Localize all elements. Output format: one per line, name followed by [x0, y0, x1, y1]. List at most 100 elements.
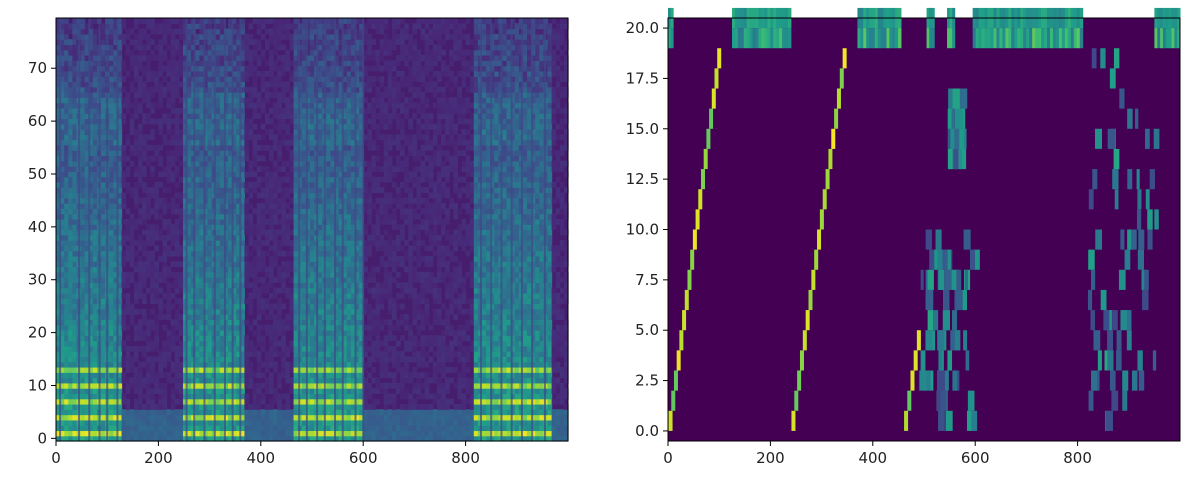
left-heatmap-cell [133, 356, 139, 363]
left-heatmap-cell [72, 23, 78, 30]
left-heatmap-cell [68, 303, 73, 310]
left-heatmap-cell [84, 250, 90, 257]
left-heatmap-cell [142, 414, 147, 421]
left-heatmap-cell [326, 49, 332, 56]
left-heatmap-cell [129, 314, 135, 320]
left-heatmap-cell [232, 351, 237, 357]
left-heatmap-cell [248, 181, 254, 188]
left-heatmap-cell [195, 39, 200, 46]
left-heatmap-cell [60, 282, 65, 289]
left-heatmap-cell [289, 435, 295, 442]
left-heatmap-cell [88, 382, 94, 389]
left-heatmap-cell [240, 203, 246, 209]
left-heatmap-cell [125, 356, 131, 363]
left-heatmap-cell [252, 181, 258, 188]
left-heatmap-cell [129, 435, 135, 442]
left-heatmap-cell [101, 39, 106, 46]
left-heatmap-cell [121, 197, 127, 204]
left-heatmap-cell [125, 335, 131, 342]
left-heatmap-cell [142, 419, 147, 426]
left-heatmap-cell [334, 23, 340, 30]
left-heatmap-cell [166, 271, 172, 278]
left-heatmap-cell [232, 335, 237, 342]
left-heatmap-cell [203, 287, 209, 294]
left-heatmap-cell [330, 282, 336, 289]
left-heatmap-cell [182, 314, 188, 320]
left-heatmap-cell [326, 160, 332, 167]
left-heatmap-cell [232, 435, 237, 442]
left-heatmap-cell [146, 102, 151, 109]
left-heatmap-cell [80, 18, 86, 24]
left-heatmap-cell [309, 60, 315, 67]
left-heatmap-cell [244, 118, 250, 125]
left-heatmap-cell [252, 398, 258, 405]
left-heatmap-cell [174, 335, 180, 342]
left-heatmap-cell [244, 33, 250, 40]
left-heatmap-cell [154, 277, 159, 283]
left-heatmap-cell [195, 18, 200, 24]
left-heatmap-cell [223, 28, 229, 35]
left-heatmap-cell [72, 139, 78, 146]
left-heatmap-cell [158, 28, 164, 35]
left-heatmap-cell [334, 18, 340, 24]
left-heatmap-cell [80, 86, 86, 93]
left-heatmap-cell [56, 351, 61, 357]
left-heatmap-cell [68, 55, 73, 61]
left-heatmap-cell [72, 203, 78, 209]
left-heatmap-cell [342, 181, 348, 188]
left-heatmap-cell [240, 261, 246, 268]
left-heatmap-cell [84, 366, 90, 373]
left-heatmap-cell [109, 166, 114, 172]
left-heatmap-cell [334, 118, 340, 125]
left-heatmap-cell [64, 97, 69, 104]
left-heatmap-cell [285, 192, 291, 199]
left-heatmap-cell [113, 150, 119, 157]
left-heatmap-cell [60, 39, 65, 46]
left-heatmap-cell [228, 181, 233, 188]
left-heatmap-cell [240, 308, 246, 315]
left-heatmap-cell [248, 382, 254, 389]
left-heatmap-cell [142, 81, 147, 88]
left-heatmap-cell [109, 171, 114, 178]
left-heatmap-cell [268, 435, 274, 442]
left-heatmap-cell [174, 150, 180, 157]
left-heatmap-cell [342, 255, 348, 262]
left-heatmap-cell [256, 240, 262, 246]
left-heatmap-cell [240, 176, 246, 183]
left-heatmap-cell [256, 435, 262, 442]
left-heatmap-cell [64, 377, 69, 384]
left-heatmap-cell [121, 255, 127, 262]
left-heatmap-cell [158, 70, 164, 77]
left-heatmap-cell [121, 308, 127, 315]
left-heatmap-cell [154, 314, 159, 320]
left-heatmap-cell [117, 308, 123, 315]
left-heatmap-cell [56, 81, 61, 88]
left-heatmap-cell [260, 107, 266, 114]
left-heatmap-cell [109, 218, 114, 225]
left-heatmap-cell [137, 266, 143, 273]
left-heatmap-cell [293, 44, 299, 51]
left-heatmap-cell [240, 435, 246, 442]
left-heatmap-cell [215, 345, 221, 352]
left-heatmap-cell [72, 419, 78, 426]
left-heatmap-cell [187, 150, 192, 157]
left-heatmap-cell [72, 107, 78, 114]
left-heatmap-cell [88, 324, 94, 331]
left-heatmap-cell [285, 113, 291, 120]
left-heatmap-cell [215, 314, 221, 320]
left-heatmap-cell [101, 76, 106, 83]
left-heatmap-cell [64, 86, 69, 93]
left-heatmap-cell [219, 229, 225, 236]
left-heatmap-cell [121, 430, 127, 437]
left-heatmap-cell [195, 282, 200, 289]
left-heatmap-cell [187, 229, 192, 236]
left-heatmap-cell [150, 419, 155, 426]
left-heatmap-cell [240, 155, 246, 162]
left-heatmap-cell [318, 187, 323, 194]
left-heatmap-cell [277, 425, 282, 432]
left-heatmap-cell [158, 351, 164, 357]
left-heatmap-cell [207, 351, 213, 357]
left-heatmap-cell [174, 92, 180, 98]
left-heatmap-cell [195, 372, 200, 379]
left-heatmap-cell [125, 218, 131, 225]
